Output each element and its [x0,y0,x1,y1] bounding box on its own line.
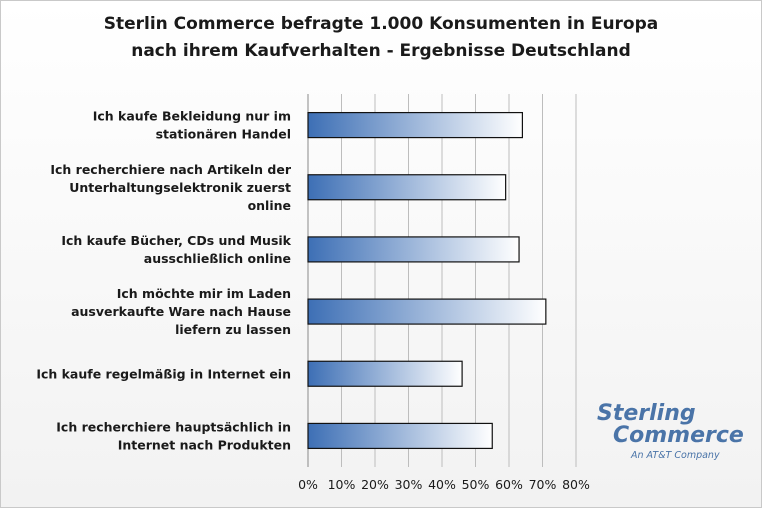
category-label-line: Ich recherchiere hauptsächlich in [56,419,291,434]
chart-title-line-1: Sterlin Commerce befragte 1.000 Konsumen… [103,14,659,34]
category-label-line: ausverkaufte Ware nach Hause [71,304,291,319]
category-label-line: ausschließlich online [144,251,291,266]
logo-line-2: Commerce [613,423,744,448]
x-tick-label: 20% [361,477,389,492]
category-label-line: Ich kaufe regelmäßig in Internet ein [36,366,291,381]
x-tick-label: 80% [562,477,590,492]
category-label-line: online [248,198,291,213]
gridlines [307,94,577,467]
bar [307,298,547,325]
category-label-line: Internet nach Produkten [118,437,291,452]
category-label: Ich kaufe Bücher, CDs und Musik ausschlie… [61,233,291,266]
bar [307,422,493,450]
category-label: Ich möchte mir im Laden ausverkaufte Ware… [71,286,291,337]
category-label: Ich kaufe regelmäßig in Internet ein [36,366,291,381]
bars [307,111,547,450]
x-tick-label: 40% [428,477,456,492]
category-label-line: Unterhaltungselektronik zuerst [69,180,291,195]
x-tick-label: 10% [328,477,356,492]
x-tick-label: 30% [395,477,423,492]
category-labels: Ich kaufe Bekleidung nur im stationären H… [36,109,292,453]
x-tick-label: 0% [298,477,318,492]
chart-title-line-2: nach ihrem Kaufverhalten - Ergebnisse De… [131,41,631,61]
category-label: Ich kaufe Bekleidung nur im stationären H… [93,109,291,142]
category-label-line: Ich recherchiere nach Artikeln der [50,162,291,177]
category-label: Ich recherchiere nach Artikeln der Unterh… [50,162,291,213]
x-tick-label: 50% [462,477,490,492]
category-label-line: liefern zu lassen [175,322,291,337]
logo-line-1: Sterling [597,401,696,426]
category-label-line: stationären Handel [156,127,291,142]
bar [307,236,520,263]
category-label-line: Ich kaufe Bekleidung nur im [93,109,291,124]
category-label-line: Ich kaufe Bücher, CDs und Musik [61,233,291,248]
chart-title: Sterlin Commerce befragte 1.000 Konsumen… [1,11,761,65]
x-tick-label: 60% [495,477,523,492]
bar [307,174,507,201]
x-tick-label: 70% [529,477,557,492]
bar [307,360,463,387]
category-label: Ich recherchiere hauptsächlich in Interne… [56,419,291,452]
x-axis-tick-labels: 0% 10% 20% 30% 40% 50% 60% 70% 80% [298,477,590,492]
logo-tagline: An AT&T Company [631,450,720,461]
category-label-line: Ich möchte mir im Laden [117,286,291,301]
bar [307,111,523,139]
sterling-commerce-logo: Sterling Commerce An AT&T Company [597,401,747,462]
